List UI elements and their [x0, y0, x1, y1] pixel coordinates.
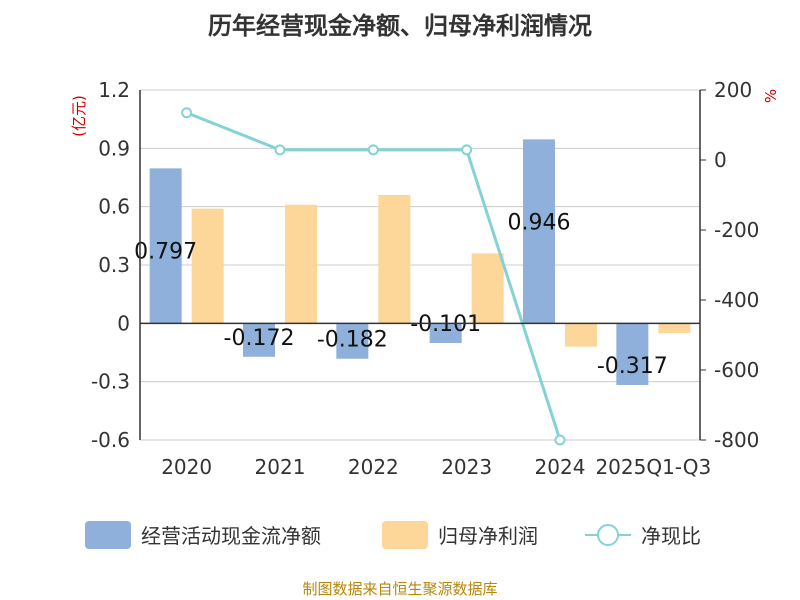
- bar-cashflow: [429, 323, 462, 343]
- data-labels-layer: 0.797 -0.172 -0.182 -0.101 0.946 -0.317: [134, 210, 668, 379]
- left-tick-label: -0.6: [91, 428, 130, 452]
- x-tick-label: 2022: [348, 455, 399, 479]
- bar-cashflow: [243, 323, 275, 357]
- legend-line-marker-icon: [585, 521, 631, 549]
- right-tick-label: -200: [714, 218, 759, 242]
- legend-swatch-net-profit: [382, 520, 428, 549]
- data-label-cashflow: -0.101: [410, 312, 481, 337]
- bar-cashflow: [616, 323, 649, 385]
- legend: 经营活动现金流净额 归母净利润 净现比: [0, 520, 800, 552]
- line-point-cash-ratio: [461, 144, 473, 156]
- x-tick-label: 2023: [441, 455, 492, 479]
- bars-layer: [149, 139, 691, 385]
- chart-title: 历年经营现金净额、归母净利润情况: [208, 12, 592, 40]
- data-label-cashflow: 0.946: [508, 210, 571, 235]
- x-tick-label: 2024: [535, 455, 586, 479]
- axes-layer: 1.2 0.9 0.6 0.3 0 -0.3 -0.6 200 0 -200 -400 -600 -80…: [70, 78, 780, 479]
- x-tick-label: 2021: [255, 455, 306, 479]
- x-tick-label: 2025Q1-Q3: [595, 455, 711, 479]
- legend-item-cashflow[interactable]: 经营活动现金流净额: [85, 520, 321, 549]
- left-tick-label: 0.3: [98, 253, 130, 277]
- x-tick-label: 2020: [161, 455, 212, 479]
- right-tick-label: -600: [714, 358, 759, 382]
- right-axis-unit-label: %: [762, 89, 780, 103]
- source-note: 制图数据来自恒生聚源数据库: [302, 580, 498, 598]
- right-tick-label: -400: [714, 288, 759, 312]
- left-tick-label: 0.9: [98, 136, 130, 160]
- left-tick-label: -0.3: [91, 370, 130, 394]
- bar-net-profit: [565, 323, 597, 347]
- right-tick-label: -800: [714, 428, 759, 452]
- left-tick-label: 1.2: [98, 78, 130, 102]
- data-label-cashflow: -0.317: [597, 354, 668, 379]
- data-label-cashflow: 0.797: [134, 239, 197, 264]
- bar-cashflow: [149, 168, 182, 324]
- bar-cashflow: [336, 323, 369, 359]
- legend-item-net-profit[interactable]: 归母净利润: [382, 520, 538, 549]
- bar-net-profit: [191, 208, 224, 324]
- legend-swatch-cashflow: [85, 520, 131, 549]
- data-label-cashflow: -0.172: [224, 326, 295, 351]
- data-label-cashflow: -0.182: [317, 328, 388, 353]
- bar-net-profit: [285, 204, 317, 324]
- bar-cashflow: [523, 139, 555, 324]
- left-axis-unit-label: (亿元): [70, 95, 88, 137]
- legend-label-net-profit: 归母净利润: [438, 524, 538, 548]
- line-cash-ratio: [186, 111, 562, 441]
- line-point-cash-ratio: [554, 434, 566, 446]
- line-layer: [181, 107, 566, 446]
- right-tick-label: 0: [714, 148, 727, 172]
- line-point-cash-ratio: [367, 144, 379, 156]
- legend-item-cash-ratio[interactable]: 净现比: [585, 520, 701, 549]
- line-point-cash-ratio: [181, 107, 193, 119]
- bar-net-profit: [471, 253, 504, 324]
- right-tick-label: 200: [714, 78, 752, 102]
- grid-layer: [140, 89, 700, 441]
- line-point-cash-ratio: [274, 144, 286, 156]
- legend-label-cashflow: 经营活动现金流净额: [141, 524, 321, 548]
- bar-net-profit: [378, 195, 411, 324]
- bar-net-profit: [658, 323, 691, 334]
- legend-label-cash-ratio: 净现比: [641, 524, 701, 548]
- left-tick-label: 0.6: [98, 195, 130, 219]
- left-tick-label: 0: [117, 311, 130, 335]
